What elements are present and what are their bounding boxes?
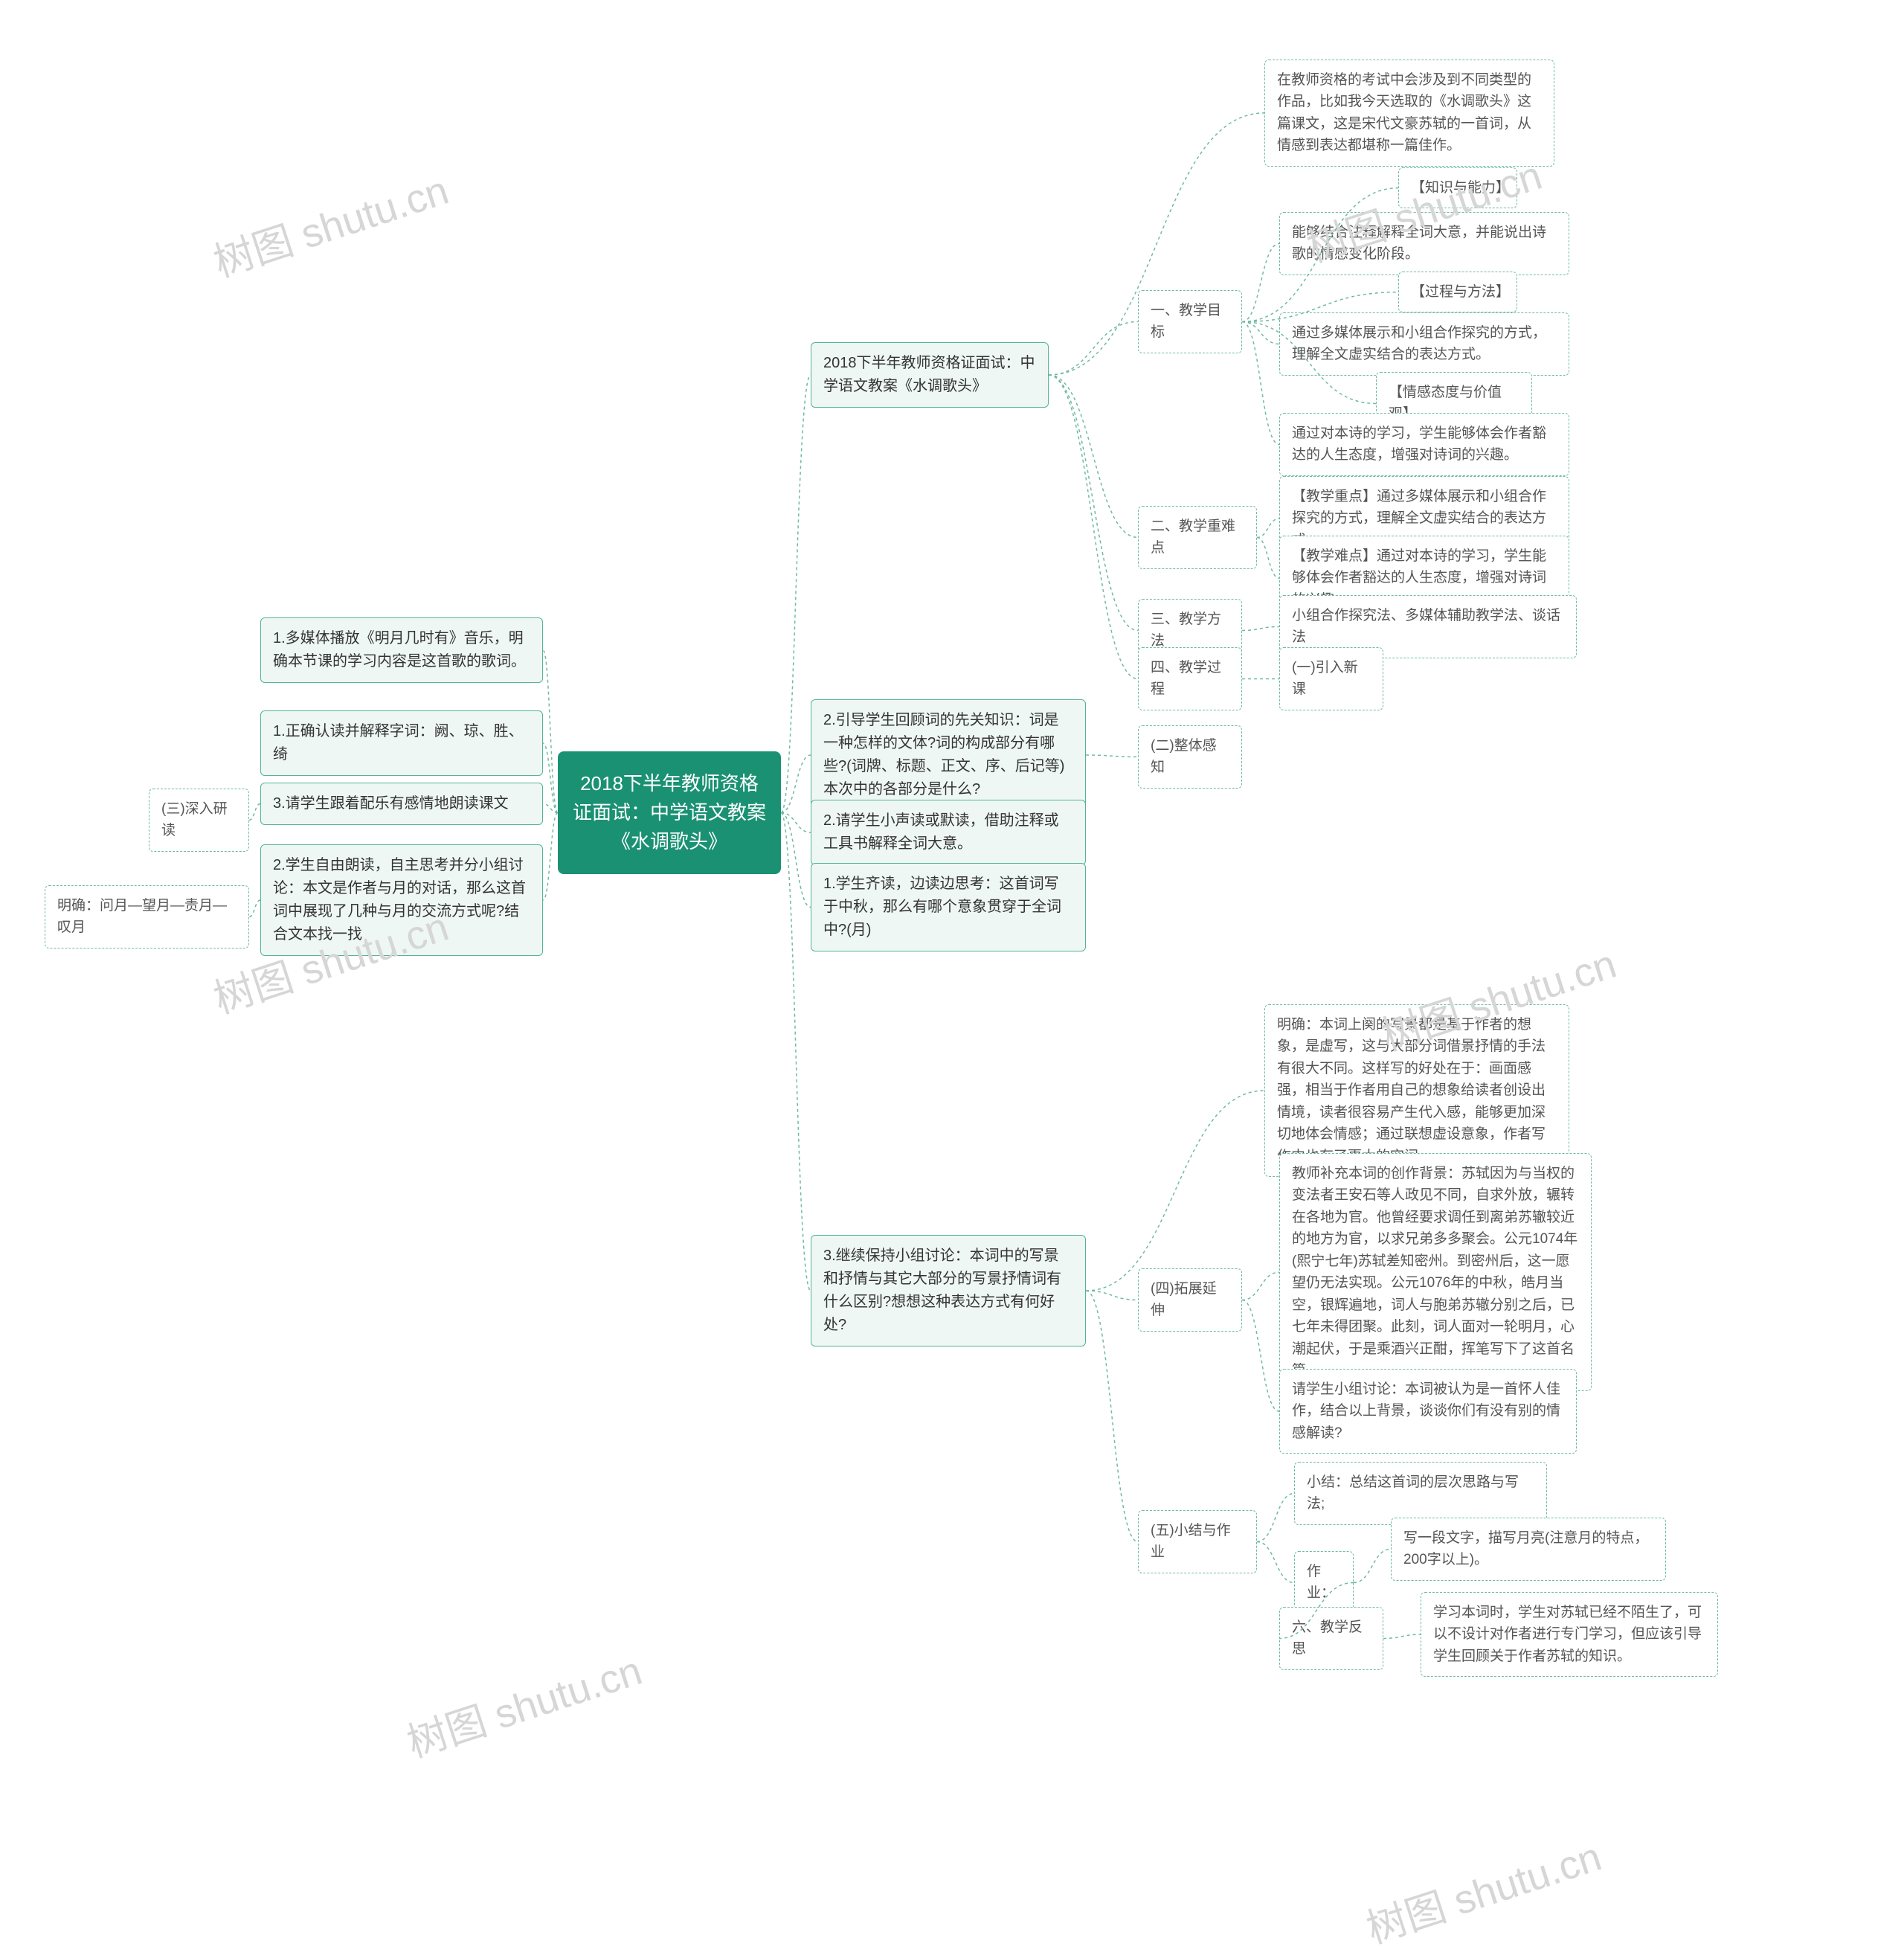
mindmap-node: 明确：本词上阕的写景都是基于作者的想象，是虚写，这与大部分词借景抒情的手法有很大… [1264, 1004, 1569, 1177]
mindmap-node: 2018下半年教师资格证面试：中学语文教案《水调歌头》 [811, 342, 1049, 408]
mindmap-node: (五)小结与作业 [1138, 1510, 1257, 1573]
mindmap-node: 写一段文字，描写月亮(注意月的特点，200字以上)。 [1391, 1518, 1666, 1581]
mindmap-node: 2.请学生小声读或默读，借助注释或工具书解释全词大意。 [811, 800, 1086, 865]
mindmap-node: 通过多媒体展示和小组合作探究的方式，理解全文虚实结合的表达方式。 [1279, 312, 1569, 376]
mindmap-node: 2.引导学生回顾词的先关知识：词是一种怎样的文体?词的构成部分有哪些?(词牌、标… [811, 699, 1086, 811]
mindmap-node: 请学生小组讨论：本词被认为是一首怀人佳作，结合以上背景，谈谈你们有没有别的情感解… [1279, 1369, 1577, 1454]
mindmap-node: (三)深入研读 [149, 789, 249, 852]
mindmap-node: 【过程与方法】 [1398, 272, 1517, 312]
mindmap-canvas: 树图 shutu.cn树图 shutu.cn树图 shutu.cn树图 shut… [0, 0, 1904, 1958]
mindmap-node: 学习本词时，学生对苏轼已经不陌生了，可以不设计对作者进行专门学习，但应该引导学生… [1421, 1592, 1718, 1677]
mindmap-node: 在教师资格的考试中会涉及到不同类型的作品，比如我今天选取的《水调歌头》这篇课文，… [1264, 60, 1554, 167]
watermark: 树图 shutu.cn [399, 1637, 649, 1768]
mindmap-node: 明确：问月—望月—责月—叹月 [45, 885, 249, 948]
mindmap-node: 小结：总结这首词的层次思路与写法; [1294, 1462, 1547, 1525]
mindmap-node: 1.多媒体播放《明月几时有》音乐，明确本节课的学习内容是这首歌的歌词。 [260, 617, 543, 683]
mindmap-node: 3.继续保持小组讨论：本词中的写景和抒情与其它大部分的写景抒情词有什么区别?想想… [811, 1235, 1086, 1346]
mindmap-node: 1.学生齐读，边读边思考：这首词写于中秋，那么有哪个意象贯穿于全词中?(月) [811, 863, 1086, 951]
mindmap-node: 教师补充本词的创作背景：苏轼因为与当权的变法者王安石等人政见不同，自求外放，辗转… [1279, 1153, 1592, 1391]
mindmap-node: 【知识与能力】 [1398, 167, 1517, 208]
mindmap-node: 一、教学目标 [1138, 290, 1242, 353]
mindmap-node: 能够结合注释解释全词大意，并能说出诗歌的情感变化阶段。 [1279, 212, 1569, 275]
watermark: 树图 shutu.cn [1358, 1823, 1608, 1954]
mindmap-node: 通过对本诗的学习，学生能够体会作者豁达的人生态度，增强对诗词的兴趣。 [1279, 413, 1569, 476]
mindmap-node: 作业： [1294, 1551, 1354, 1614]
watermark: 树图 shutu.cn [205, 157, 455, 288]
mindmap-node: (二)整体感知 [1138, 725, 1242, 789]
mindmap-node: 四、教学过程 [1138, 647, 1242, 710]
mindmap-node: 1.正确认读并解释字词：阙、琼、胜、绮 [260, 710, 543, 776]
root-node: 2018下半年教师资格证面试：中学语文教案《水调歌头》 [558, 751, 781, 874]
mindmap-node: 二、教学重难点 [1138, 506, 1257, 569]
mindmap-node: (一)引入新课 [1279, 647, 1383, 710]
mindmap-node: (四)拓展延伸 [1138, 1268, 1242, 1332]
mindmap-node: 六、教学反思 [1279, 1607, 1383, 1670]
mindmap-node: 3.请学生跟着配乐有感情地朗读课文 [260, 783, 543, 825]
mindmap-node: 2.学生自由朗读，自主思考并分小组讨论：本文是作者与月的对话，那么这首词中展现了… [260, 844, 543, 956]
